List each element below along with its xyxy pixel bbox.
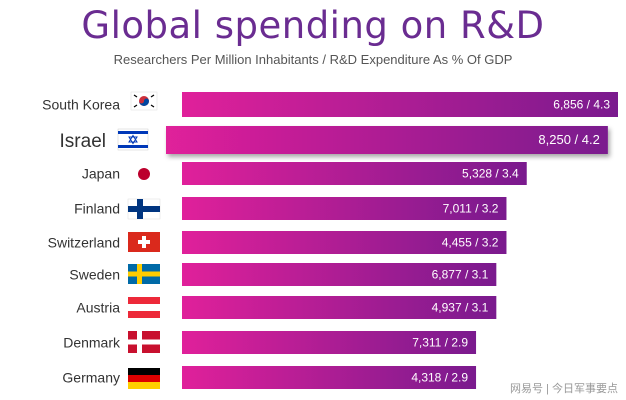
bar-value-label: 7,011 / 3.2 [443,202,499,216]
bar-denmark [182,331,477,354]
bar-austria [182,296,497,319]
bar-japan [182,162,527,185]
chart-title: Global spending on R&D [81,4,545,47]
bar-value-label: 6,856 / 4.3 [553,98,610,112]
chart-subtitle: Researchers Per Million Inhabitants / R&… [113,52,513,67]
country-label: Denmark [63,335,121,351]
bar-value-label: 4,455 / 3.2 [442,236,499,250]
country-label: Israel [60,131,106,152]
country-label: Germany [62,370,120,386]
austria-flag-icon [128,297,160,318]
bar-south-korea [182,92,618,117]
bar-value-label: 4,937 / 3.1 [432,301,489,315]
bar-germany [182,366,477,389]
israel-flag-icon [117,128,149,151]
switzerland-flag-icon [128,232,160,252]
country-label: Sweden [69,267,120,283]
bar-value-label: 7,311 / 2.9 [412,336,468,350]
finland-flag-icon [127,198,161,220]
watermark: 网易号 | 今日军事要点 [510,383,618,395]
sweden-flag-icon [128,264,160,284]
country-label: Japan [82,166,120,182]
country-label: Finland [74,201,120,217]
denmark-flag-icon [128,331,160,353]
bar-value-label: 8,250 / 4.2 [538,132,599,147]
bar-sweden [182,263,497,286]
bar-value-label: 5,328 / 3.4 [462,167,519,181]
bar-value-label: 4,318 / 2.9 [411,371,468,385]
germany-flag-icon [128,368,160,389]
south-korea-flag-icon [130,91,158,111]
country-label: Switzerland [48,235,120,251]
japan-flag-icon [131,165,157,183]
country-label: South Korea [42,97,120,113]
bar-finland [182,197,507,220]
bar-switzerland [182,231,507,254]
bar-israel [166,126,608,154]
country-label: Austria [76,300,120,316]
bar-value-label: 6,877 / 3.1 [432,268,489,282]
